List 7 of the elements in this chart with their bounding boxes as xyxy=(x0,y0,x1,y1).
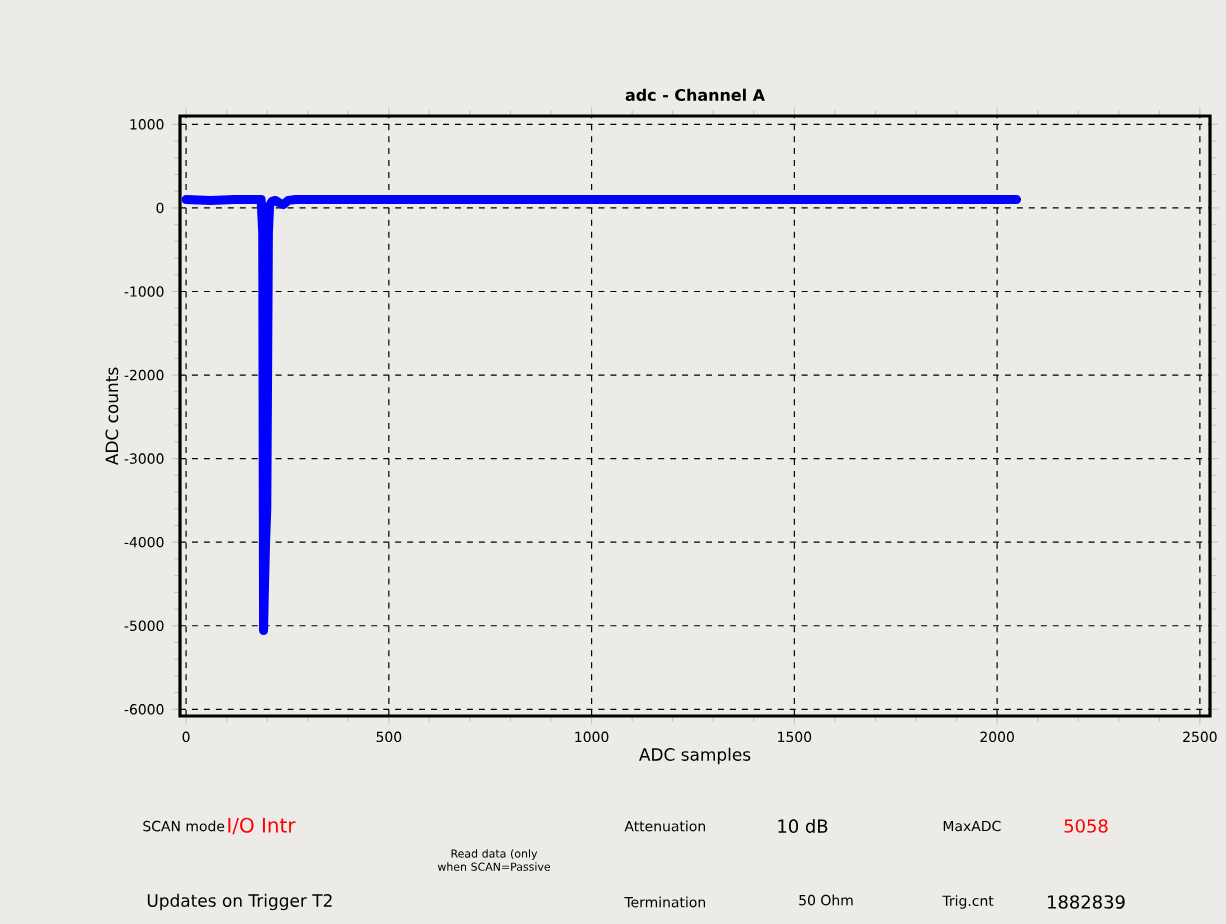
text: 1882839 xyxy=(1048,895,1125,909)
x-axis-title: ADC samples xyxy=(639,747,751,765)
text: 10 dB xyxy=(778,819,828,833)
text: 5058 xyxy=(1064,819,1108,833)
y-axis-title: ADC counts xyxy=(105,367,119,466)
text: I/O Intr xyxy=(228,817,296,835)
text: Updates on Trigger T2 xyxy=(147,893,332,911)
